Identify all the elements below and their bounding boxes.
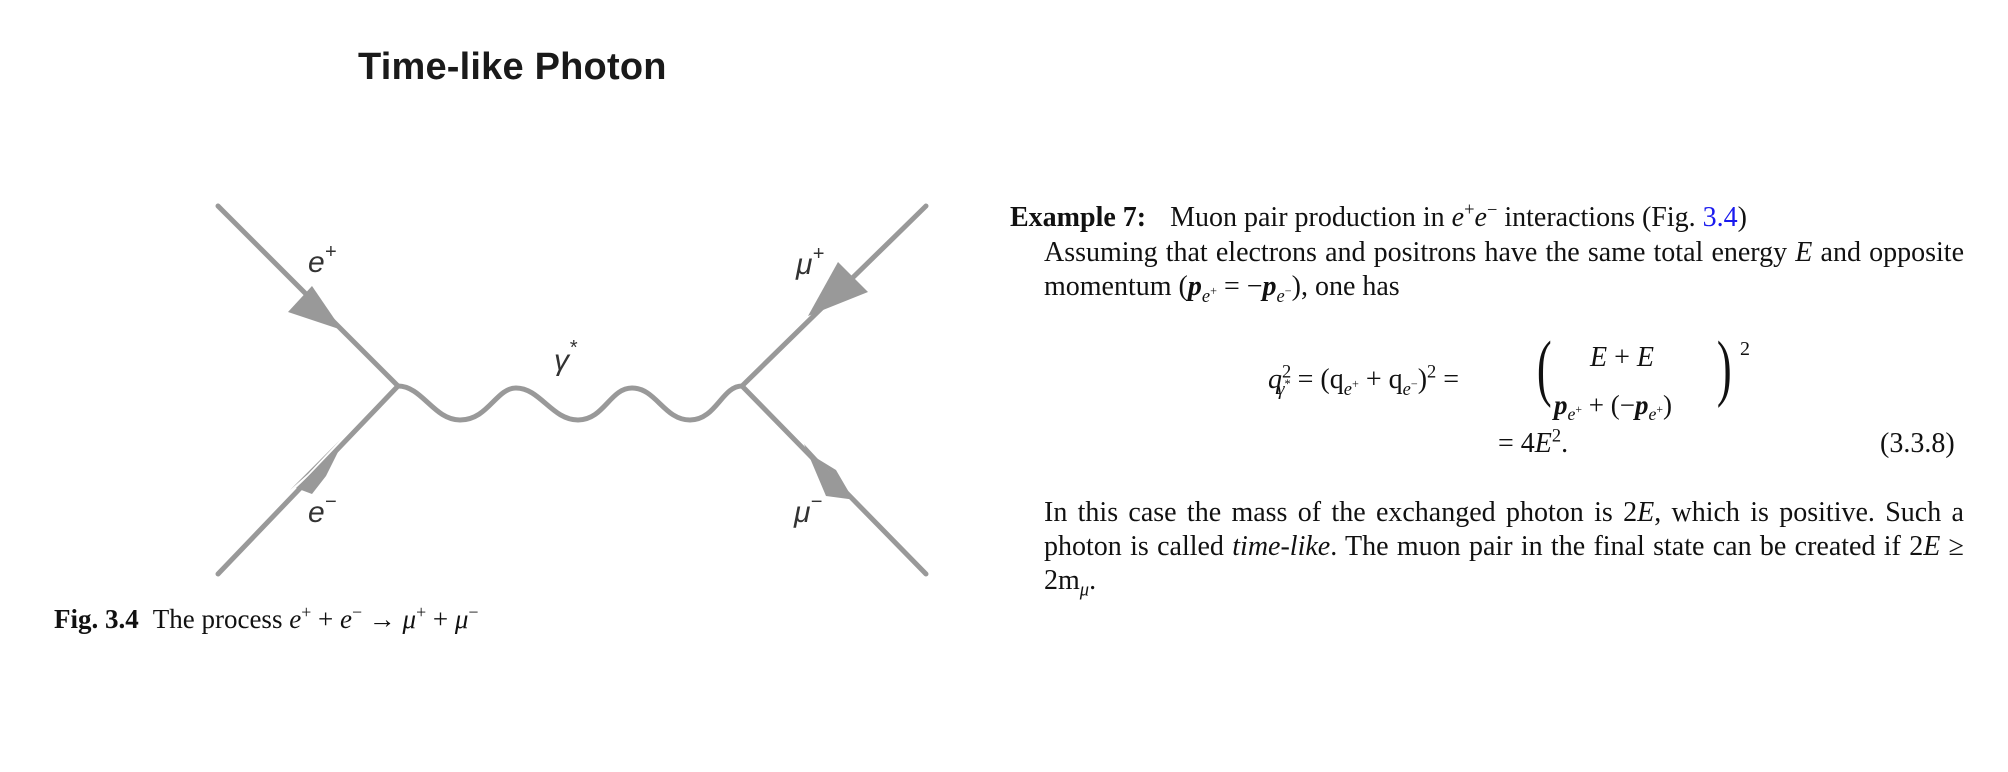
equation-line-2: = 4E2. (1498, 425, 1569, 459)
matrix-left-paren: ( (1536, 327, 1552, 409)
e-plus-arrow (288, 286, 342, 330)
figure-caption: Fig. 3.4 The process e+ + e− → μ+ + μ− (54, 602, 479, 634)
photon-label: γ* (554, 337, 578, 377)
mu-plus-label: μ+ (795, 243, 824, 281)
example-label: Example 7: (1010, 202, 1147, 233)
figure-reference-link[interactable]: 3.4 (1702, 202, 1738, 233)
e-plus-label: e+ (308, 241, 336, 279)
e-minus-label: e− (308, 491, 336, 529)
matrix-outer-exponent: 2 (1740, 338, 1750, 360)
feynman-diagram: e+ e− μ+ μ− γ* (215, 203, 929, 577)
figure-label: Fig. 3.4 (54, 604, 139, 634)
matrix-top: E + E (1590, 342, 1655, 373)
conclusion-paragraph: In this case the mass of the exchanged p… (1044, 497, 1964, 600)
page-title: Time-like Photon (358, 46, 667, 88)
example-heading: Example 7: Muon pair production in e+e− i… (1010, 199, 1747, 233)
intro-paragraph: Assuming that electrons and positrons ha… (1044, 237, 1965, 306)
mu-minus-label: μ− (793, 491, 822, 529)
matrix-bottom: pe+ + (−pe+) (1554, 390, 1673, 425)
equation-line-1: q2γ* = (qe+ + qe−)2 = (1268, 361, 1460, 399)
e-minus-arrow (290, 440, 340, 490)
photon-wavy-line (395, 383, 745, 423)
equation-number: (3.3.8) (1880, 428, 1955, 459)
mu-plus-arrow (808, 262, 868, 316)
matrix-right-paren: ) (1716, 327, 1732, 409)
